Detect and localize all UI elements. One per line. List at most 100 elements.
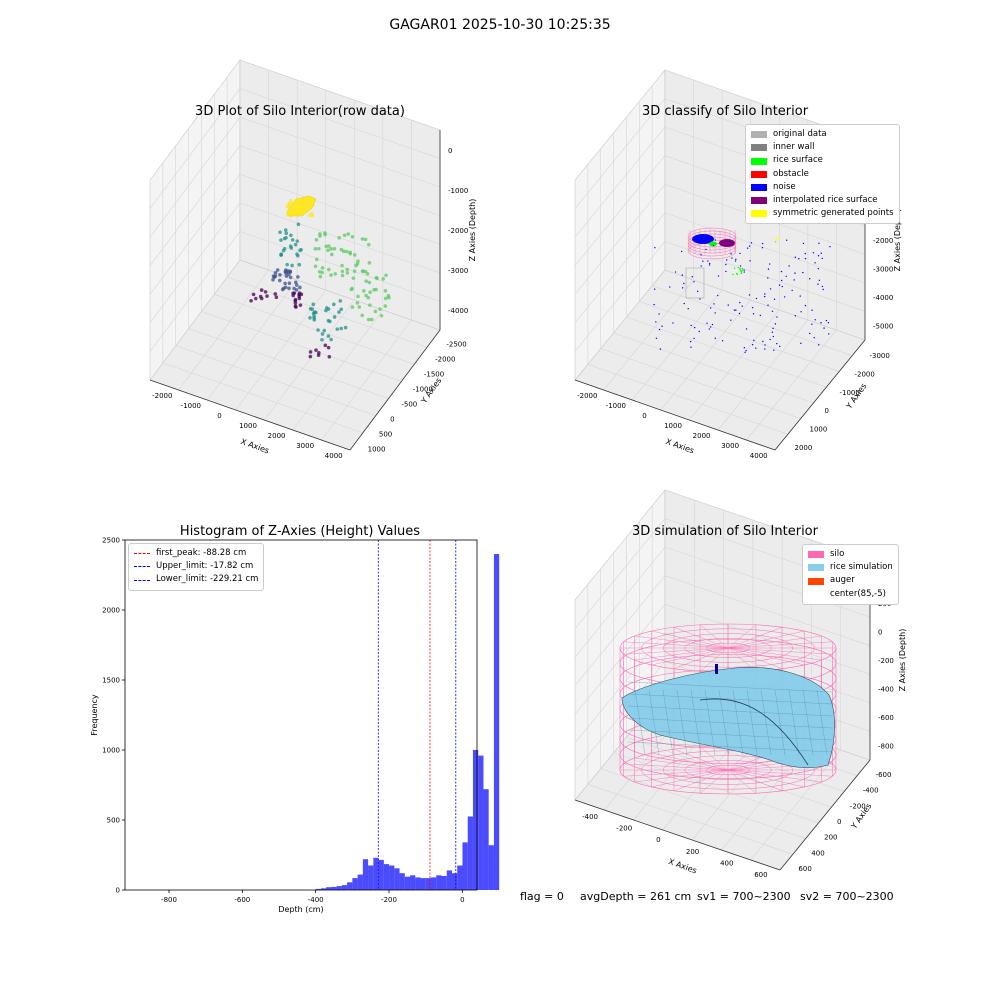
x-axis-title: X Axies bbox=[664, 437, 695, 456]
histogram-legend: first_peak: -88.28 cm Upper_limit: -17.8… bbox=[128, 543, 265, 591]
noise-point bbox=[743, 271, 745, 273]
wall-gridline bbox=[574, 212, 666, 324]
x-tick-label: 1000 bbox=[664, 422, 682, 430]
rice-surface-point bbox=[741, 269, 744, 271]
wall-gridline bbox=[239, 174, 441, 245]
noise-point bbox=[708, 328, 711, 330]
legend-label: obstacle bbox=[773, 168, 809, 179]
raw-data-point bbox=[297, 296, 302, 301]
raw-data-point bbox=[287, 286, 291, 291]
noise-point bbox=[699, 298, 701, 300]
histogram-bar bbox=[404, 876, 411, 890]
floor-gridline bbox=[660, 299, 751, 411]
silo-spoke bbox=[727, 647, 805, 666]
raw-data-point bbox=[285, 204, 290, 209]
noise-point bbox=[730, 319, 732, 321]
floor-gridline bbox=[603, 279, 694, 391]
rice-mesh-line bbox=[648, 689, 660, 756]
noise-point bbox=[767, 277, 769, 279]
y-tick-label: -2000 bbox=[435, 356, 455, 364]
silo-spoke bbox=[651, 630, 729, 649]
noise-point bbox=[749, 260, 751, 262]
noise-point bbox=[743, 269, 745, 271]
noise-point bbox=[804, 252, 806, 255]
raw-data-point bbox=[313, 247, 318, 251]
legend-label: symmetric generated points bbox=[773, 208, 894, 219]
legend-swatch bbox=[751, 144, 767, 152]
raw-data-point bbox=[288, 269, 293, 274]
x-tick-label: 2000 bbox=[268, 432, 286, 440]
status-avg-depth: avgDepth = 261 cm bbox=[580, 890, 692, 903]
noise-point bbox=[767, 268, 770, 270]
y-tick-label: -3000 bbox=[870, 352, 890, 360]
noise-point bbox=[734, 260, 737, 262]
raw-data-point bbox=[293, 297, 298, 302]
noise-point bbox=[700, 254, 702, 256]
z-tick-label: -800 bbox=[878, 743, 894, 751]
raw-data-point bbox=[373, 309, 378, 314]
wall-gridline bbox=[239, 145, 441, 216]
raw-data-point bbox=[288, 275, 293, 280]
symmetric-point bbox=[772, 237, 775, 240]
x-tick-label: -2000 bbox=[152, 392, 172, 400]
raw-data-point bbox=[367, 280, 372, 285]
silo-spoke bbox=[727, 647, 822, 661]
raw-data-point bbox=[308, 316, 312, 320]
noise-point bbox=[751, 343, 754, 346]
noise-point bbox=[713, 303, 715, 305]
raw-data-point bbox=[344, 249, 349, 254]
rice-surface-point bbox=[739, 270, 742, 272]
y-tick-label: 2500 bbox=[102, 537, 120, 545]
noise-point bbox=[817, 344, 820, 346]
legend-swatch bbox=[751, 157, 767, 165]
noise-point bbox=[708, 264, 711, 266]
rice-surface-point bbox=[732, 273, 734, 276]
histogram-frame bbox=[124, 539, 478, 891]
silo-spoke bbox=[673, 769, 729, 791]
legend-item: auger bbox=[808, 574, 893, 587]
raw-data-point bbox=[310, 211, 314, 216]
raw-data-point bbox=[249, 298, 253, 303]
noise-point bbox=[811, 309, 813, 311]
legend-swatch bbox=[751, 183, 767, 191]
raw-data-point bbox=[332, 246, 337, 251]
silo-spoke bbox=[727, 769, 822, 783]
silo-spoke bbox=[727, 627, 783, 649]
noise-point bbox=[743, 347, 746, 349]
x-tick-label: -1000 bbox=[181, 402, 201, 410]
silo-spoke bbox=[727, 647, 833, 655]
y-tick-label: 0 bbox=[837, 818, 841, 826]
x-tick-label: 0 bbox=[642, 412, 646, 420]
raw-data-point bbox=[316, 328, 320, 332]
raw-data-point bbox=[310, 307, 315, 312]
y-tick-label: 500 bbox=[379, 431, 392, 439]
histogram-bar bbox=[347, 882, 353, 890]
legend-line bbox=[134, 566, 150, 568]
raw-data-point bbox=[339, 326, 344, 331]
raw-data-point bbox=[350, 234, 355, 239]
z-tick-label: 0 bbox=[878, 628, 882, 636]
noise-point bbox=[700, 265, 702, 267]
raw-data-point bbox=[324, 308, 328, 313]
noise-point bbox=[690, 324, 692, 327]
legend-item: first_peak: -88.28 cm bbox=[134, 547, 258, 560]
histogram-bar bbox=[389, 865, 395, 890]
noise-point bbox=[654, 247, 656, 249]
raw-data-point bbox=[363, 269, 368, 274]
floor-gridline bbox=[214, 294, 415, 365]
histogram-bar bbox=[362, 859, 369, 890]
rice-mesh-line bbox=[627, 717, 833, 729]
raw-data-point bbox=[290, 263, 294, 268]
rice-mesh-line bbox=[788, 689, 800, 756]
raw-data-point bbox=[296, 253, 300, 258]
wall-gridline bbox=[574, 184, 666, 295]
raw-data-point bbox=[298, 303, 303, 307]
noise-point bbox=[705, 248, 707, 251]
legend-label: rice surface bbox=[773, 155, 823, 166]
noise-point bbox=[781, 285, 784, 288]
noise-point bbox=[794, 256, 797, 258]
noise-point bbox=[653, 288, 656, 290]
noise-point bbox=[709, 307, 712, 309]
rice-mesh bbox=[627, 681, 833, 756]
x-tick-label: -1000 bbox=[606, 402, 626, 410]
